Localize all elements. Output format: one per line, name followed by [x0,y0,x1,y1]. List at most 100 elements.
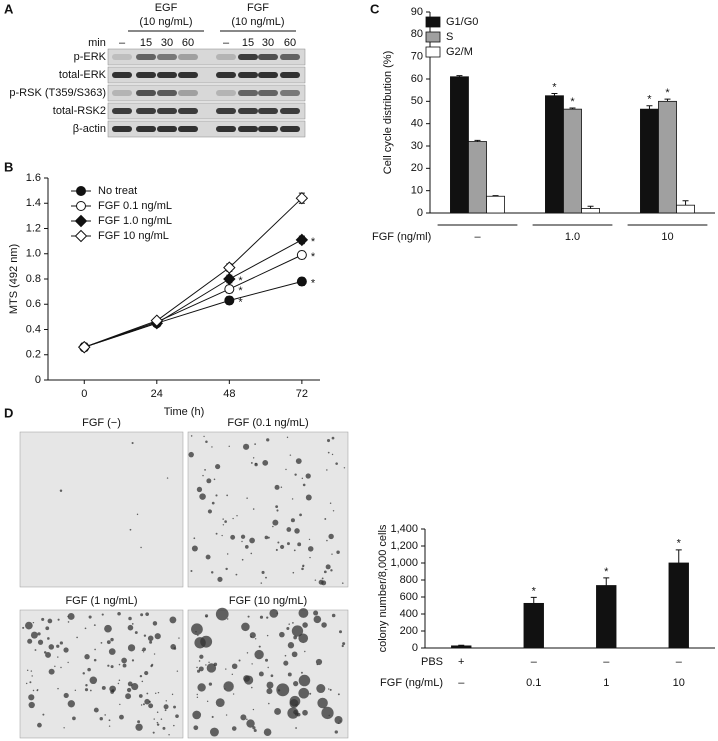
colony [331,553,333,555]
colony [251,663,253,665]
colony [221,534,223,537]
legend-swatch [425,16,441,28]
colony [150,664,153,668]
legend-label: G2/M [446,46,473,58]
lane-label: 60 [284,37,296,49]
colony [321,577,324,580]
colony [324,518,327,520]
error-bar [569,107,576,110]
colony [240,714,247,721]
y-tick-label: 0.2 [26,349,41,361]
colony [274,484,280,490]
y-tick-label: 200 [400,625,418,637]
blot-band [112,108,132,114]
colony [321,706,334,720]
error-bar [492,195,499,197]
lane-label: 30 [161,37,173,49]
colony [118,679,121,682]
significance-mark: * [238,275,243,287]
colony [302,622,308,628]
blot-row-label: p-ERK [74,51,107,63]
blot-band [178,54,198,60]
significance-mark: * [570,96,575,108]
colony [304,650,306,653]
blot-band [112,90,132,96]
marker [296,250,307,261]
colony [156,711,159,713]
colony [153,718,155,720]
colony [165,700,168,702]
colony [293,681,299,687]
x-tick-label: 24 [151,388,163,400]
lane-label: 15 [140,37,152,49]
colony [142,703,145,706]
colony [225,567,228,571]
colony [57,618,60,621]
colony [196,486,203,493]
blot-band [216,72,236,78]
y-tick-label: 1.0 [26,248,41,260]
colony [241,540,243,543]
blot-band [280,54,300,60]
colony [215,494,218,497]
error-bar [646,105,653,110]
colony [171,693,174,696]
colony [48,668,55,675]
image-label: FGF (1 ng/mL) [65,595,137,607]
colony [309,692,312,695]
lane-title: min [88,37,106,49]
colony [283,660,289,666]
y-tick-label: 600 [400,591,418,603]
colony [222,524,225,526]
colony [260,582,263,584]
colony [292,621,294,624]
error-bar [474,139,481,142]
colony-image [19,431,184,588]
colony [285,468,287,471]
blot-strip [107,102,306,120]
colony [119,714,124,720]
colony [155,692,157,695]
colony [29,681,32,684]
colony [104,624,112,633]
colony [231,726,237,731]
significance-mark: * [604,566,609,578]
colony [313,610,319,616]
image-label: FGF (−) [82,417,121,429]
series-line [84,281,302,348]
colony-image [187,609,349,739]
colony [309,556,311,559]
blot-band [258,72,278,78]
y-tick-label: 0.8 [26,273,41,285]
colony-image [187,431,349,588]
legend-marker [74,214,88,228]
colony [139,674,143,678]
colony [28,694,35,701]
colony [197,669,201,673]
row-label: FGF (ng/mL) [380,677,443,689]
colony [140,613,144,617]
colony [258,671,264,677]
colony [197,683,206,692]
colony [241,622,250,632]
colony [341,582,344,584]
significance-mark: * [665,87,670,99]
colony [211,501,215,505]
error-bar [682,200,689,206]
blot-band [280,90,300,96]
colony [173,724,175,727]
colony [262,459,269,466]
colony [253,728,257,733]
colony [60,666,62,669]
x-tick-label: 0 [81,388,87,400]
blot-band [112,54,132,60]
marker [224,284,235,295]
colony [191,545,198,552]
colony [173,705,176,709]
colony [204,469,206,471]
marker [224,295,235,306]
colony [138,694,143,698]
colony [131,659,135,662]
colony [238,659,241,662]
colony [211,715,214,718]
